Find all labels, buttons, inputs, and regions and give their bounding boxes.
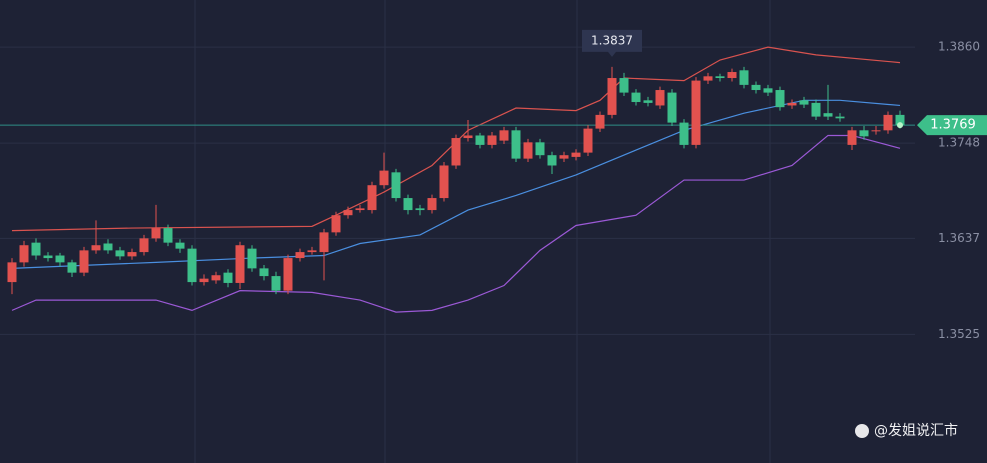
candle-body — [295, 252, 305, 259]
candle-body — [319, 232, 329, 253]
candle-body — [67, 262, 77, 273]
candle-body — [835, 116, 845, 119]
candle-body — [379, 170, 389, 186]
candle-body — [79, 250, 89, 273]
candle-body — [115, 250, 125, 257]
candle-body — [43, 255, 53, 259]
candle-body — [367, 185, 377, 211]
candle-body — [691, 80, 701, 145]
candle-body — [331, 215, 341, 233]
candle-body — [631, 92, 641, 103]
candle-body — [583, 128, 593, 153]
candle-body — [223, 272, 233, 283]
candle-body — [703, 76, 713, 81]
candle-body — [871, 130, 881, 132]
candle-body — [895, 114, 905, 126]
candle-body — [679, 122, 689, 145]
candle-body — [847, 130, 857, 145]
candle-body — [439, 165, 449, 199]
candle-body — [643, 100, 653, 103]
candle-body — [427, 198, 437, 211]
candle-body — [883, 114, 893, 131]
candle-body — [187, 248, 197, 283]
candle-body — [271, 276, 281, 291]
watermark: @发姐说汇市 — [874, 422, 958, 439]
candle-body — [127, 252, 137, 257]
candle-body — [463, 135, 473, 139]
candle-body — [523, 142, 533, 159]
watermark-icon — [855, 424, 869, 438]
candle-body — [487, 135, 497, 145]
candle-body — [811, 102, 821, 117]
candle-body — [571, 152, 581, 157]
candle-body — [535, 142, 545, 156]
candle-body — [787, 102, 797, 106]
candle-body — [355, 208, 365, 211]
candle-body — [175, 242, 185, 249]
y-tick-label: 1.3860 — [938, 40, 980, 54]
candle-body — [139, 238, 149, 253]
candle-body — [559, 155, 569, 159]
candle-body — [235, 245, 245, 283]
candle-body — [799, 100, 809, 105]
y-tick-label: 1.3637 — [938, 231, 980, 245]
candle-body — [211, 275, 221, 281]
y-tick-label: 1.3525 — [938, 327, 980, 341]
candle-body — [451, 138, 461, 166]
tooltip-box — [582, 29, 642, 57]
candle-body — [499, 130, 509, 141]
candle-body — [307, 250, 317, 253]
candle-body — [391, 172, 401, 199]
candle-body — [667, 92, 677, 123]
candle-body — [655, 90, 665, 106]
candle-body — [163, 228, 173, 243]
candle-body — [475, 135, 485, 145]
candle-body — [763, 88, 773, 93]
candle-body — [751, 84, 761, 91]
candle-body — [403, 198, 413, 211]
candle-body — [7, 262, 17, 283]
candle-body — [247, 248, 257, 269]
candle-body — [607, 78, 617, 115]
candle-body — [619, 78, 629, 93]
candle-body — [727, 72, 737, 79]
candle-body — [199, 278, 209, 283]
candle-body — [103, 243, 113, 251]
candle-body — [19, 245, 29, 263]
candle-body — [859, 130, 869, 137]
candle-body — [343, 210, 353, 216]
candle-body — [775, 90, 785, 108]
band-line — [11, 134, 901, 313]
candle-body — [259, 268, 269, 277]
candle-body — [31, 242, 41, 256]
candle-body — [91, 245, 101, 251]
band-line — [11, 46, 901, 232]
candle-body — [547, 155, 557, 166]
candle-body — [823, 113, 833, 117]
candle-body — [55, 255, 65, 263]
last-price-tag — [917, 115, 987, 136]
candle-body — [715, 76, 725, 79]
candle-body — [415, 208, 425, 211]
tooltip-label: 1.3837 — [591, 33, 633, 47]
y-tick-label: 1.3748 — [938, 136, 980, 150]
candle-body — [595, 114, 605, 129]
last-price-label: 1.3769 — [930, 118, 976, 133]
vertical-grid — [194, 0, 771, 463]
last-price-dot — [897, 122, 903, 129]
candle-body — [511, 130, 521, 159]
candle-body — [739, 70, 749, 85]
candle-body — [283, 258, 293, 291]
candle-body — [151, 228, 161, 239]
